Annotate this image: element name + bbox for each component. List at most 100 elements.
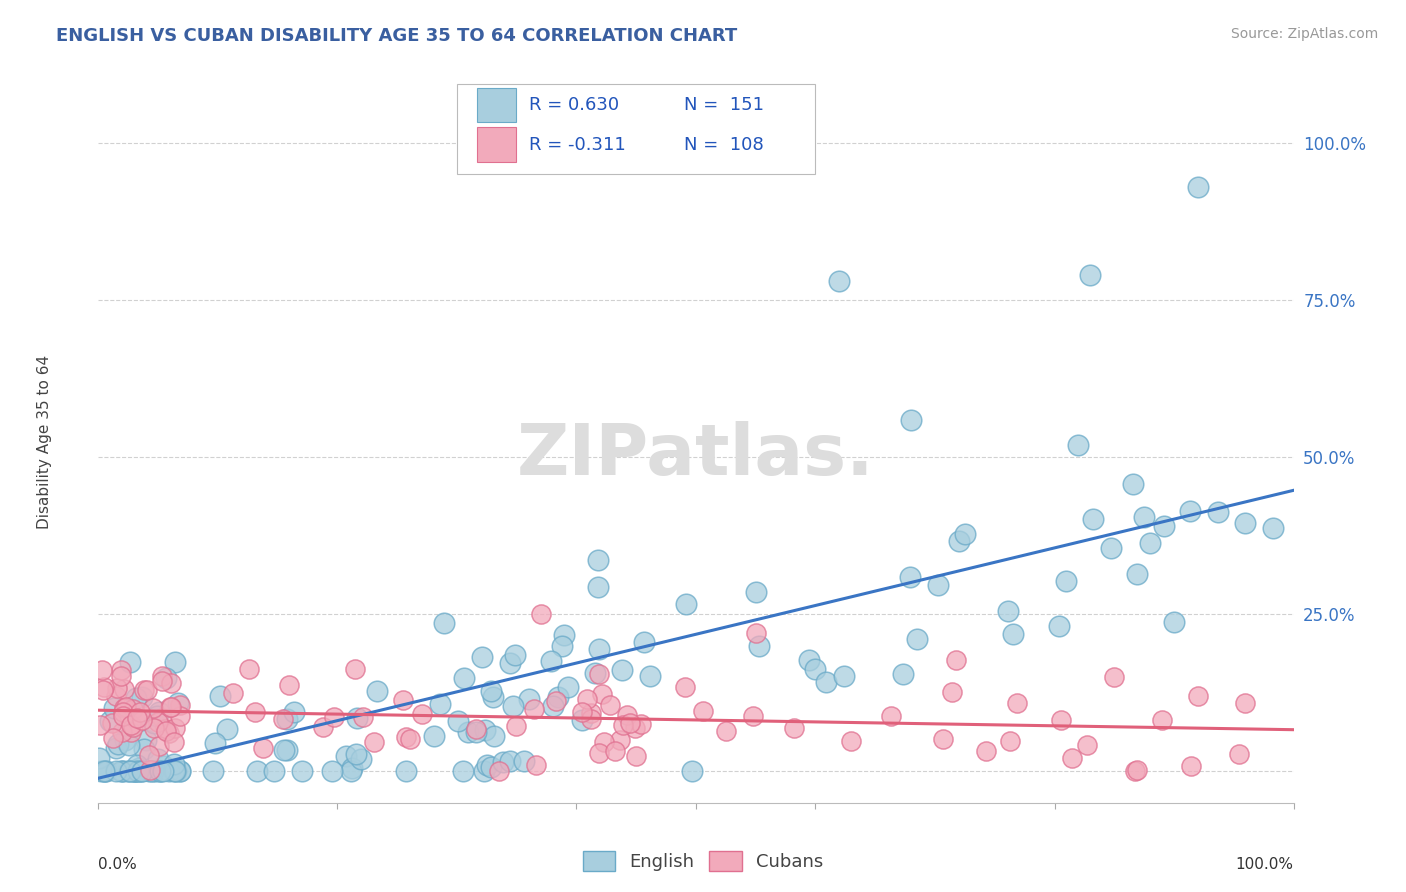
Point	[138, 764, 160, 779]
Point	[997, 604, 1019, 618]
Point	[111, 705, 134, 719]
Point	[891, 667, 914, 681]
Point	[136, 683, 159, 698]
Point	[291, 764, 314, 779]
Point	[588, 580, 610, 594]
Point	[547, 690, 569, 704]
Point	[101, 716, 124, 731]
Point	[122, 764, 145, 779]
Point	[276, 743, 298, 757]
Point	[1187, 180, 1209, 194]
Point	[110, 669, 132, 683]
Point	[208, 689, 231, 703]
Point	[132, 682, 155, 697]
FancyBboxPatch shape	[477, 128, 516, 162]
Point	[945, 653, 967, 667]
Point	[505, 719, 527, 733]
Point	[638, 669, 661, 683]
Point	[479, 760, 502, 774]
Point	[932, 731, 955, 746]
Legend: English, Cubans: English, Cubans	[575, 844, 831, 879]
Point	[323, 710, 346, 724]
Point	[135, 733, 157, 747]
Point	[1060, 751, 1083, 765]
Point	[523, 701, 546, 715]
Point	[803, 662, 825, 676]
Point	[117, 764, 139, 779]
Point	[941, 685, 963, 699]
Point	[89, 764, 111, 779]
Text: N =  151: N = 151	[685, 95, 763, 114]
Point	[998, 734, 1021, 748]
Point	[453, 671, 475, 685]
Point	[502, 699, 524, 714]
Point	[1261, 521, 1284, 535]
Point	[551, 640, 574, 654]
Point	[457, 725, 479, 739]
Point	[1002, 627, 1025, 641]
Point	[880, 709, 903, 723]
Point	[1049, 713, 1071, 727]
Text: 0.0%: 0.0%	[98, 857, 138, 872]
Point	[152, 764, 174, 779]
Point	[125, 764, 148, 778]
Point	[1150, 713, 1173, 727]
Point	[157, 764, 180, 779]
Text: Disability Age 35 to 64: Disability Age 35 to 64	[37, 354, 52, 529]
Point	[118, 764, 141, 779]
Point	[352, 709, 374, 723]
Point	[103, 700, 125, 714]
Point	[344, 747, 367, 761]
Point	[162, 735, 184, 749]
Point	[150, 711, 173, 725]
Point	[143, 721, 166, 735]
Point	[217, 723, 239, 737]
Point	[169, 709, 191, 723]
Point	[605, 744, 627, 758]
Point	[624, 748, 647, 763]
Point	[1007, 696, 1029, 710]
Point	[1076, 739, 1098, 753]
Point	[87, 750, 110, 764]
Point	[630, 717, 652, 731]
Point	[1139, 536, 1161, 550]
Point	[492, 755, 515, 769]
Point	[682, 764, 704, 779]
Point	[104, 689, 127, 703]
Point	[165, 764, 187, 779]
Point	[612, 717, 634, 731]
Point	[588, 667, 610, 681]
Point	[105, 681, 128, 695]
Point	[143, 715, 166, 730]
Point	[131, 764, 153, 779]
Point	[616, 707, 638, 722]
Point	[312, 720, 335, 734]
Point	[222, 686, 245, 700]
Point	[517, 692, 540, 706]
Point	[118, 764, 141, 779]
Point	[167, 697, 190, 711]
Point	[127, 764, 149, 779]
Point	[1180, 504, 1202, 518]
Point	[245, 764, 267, 779]
Point	[513, 754, 536, 768]
Point	[148, 764, 170, 779]
Point	[94, 764, 117, 779]
Point	[263, 764, 285, 779]
Point	[94, 764, 117, 779]
Point	[243, 705, 266, 719]
Point	[159, 676, 181, 690]
Text: ZIPatlas.: ZIPatlas.	[517, 422, 875, 491]
Point	[524, 758, 547, 772]
Point	[499, 656, 522, 670]
Point	[475, 758, 498, 772]
Point	[104, 741, 127, 756]
Point	[114, 733, 136, 747]
Point	[114, 700, 136, 714]
Point	[579, 712, 602, 726]
Point	[1047, 619, 1070, 633]
Point	[422, 730, 444, 744]
Point	[163, 764, 186, 779]
Point	[974, 744, 997, 758]
Point	[481, 683, 503, 698]
